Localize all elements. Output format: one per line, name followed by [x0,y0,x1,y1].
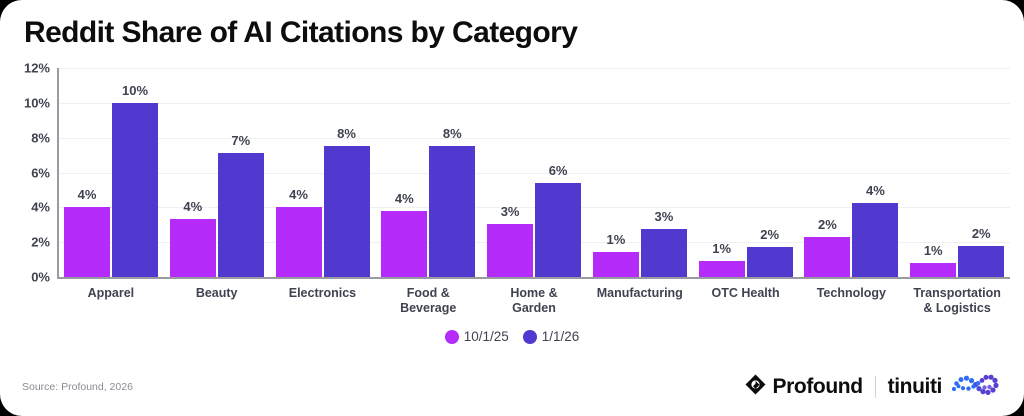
y-axis-tick-label: 6% [31,165,50,180]
tinuiti-infinity-dots-icon [948,371,1006,403]
bar-group: 3% 6% [481,68,587,277]
source-note: Source: Profound, 2026 [22,381,133,393]
y-axis-tick-label: 0% [31,269,50,285]
brand-divider [874,376,876,398]
gridline [58,68,1010,69]
bar[interactable] [535,182,582,277]
legend-color-dot [522,329,537,344]
bar-value-label: 7% [231,133,251,149]
bar[interactable] [698,261,745,277]
bar-value-label: 8% [337,126,356,142]
bar-value-label: 4% [183,198,203,214]
bar-group: 4% 10% [58,68,164,277]
legend: 10/1/25 1/1/26 [0,329,1024,344]
bar-value-label: 3% [500,203,520,219]
x-axis-category-label: OTC Health [711,286,780,300]
x-axis-category-label: Apparel [87,286,135,300]
gridline [58,102,1010,104]
tinuiti-wordmark: tinuiti [887,375,943,398]
bar-value-label: 4% [289,187,308,203]
bar-value-label: 1% [606,231,626,247]
bar[interactable] [429,146,476,277]
bar-value-label: 8% [442,126,462,142]
bar-group: 1% 3% [587,68,693,277]
bar-value-label: 6% [548,162,568,178]
gridline [58,207,1010,209]
y-axis-tick-label: 8% [31,130,50,146]
bar[interactable] [852,202,899,277]
x-axis-category-label: Transportation & Logistics [913,286,1001,315]
bar-value-label: 4% [394,190,414,206]
bar-value-label: 10% [121,82,149,98]
x-axis-category-label: Home & Garden [510,286,558,315]
bar-group: 4% 8% [375,68,481,277]
bar[interactable] [275,207,322,277]
x-axis-category-label: Manufacturing [596,286,683,300]
bar-group: 1% 2% [693,68,799,277]
gridline [58,172,1010,174]
bar[interactable] [910,263,957,277]
gridline [58,137,1010,139]
x-axis-category-label: Food & Beverage [400,286,457,315]
bar[interactable] [381,210,428,277]
bar-value-label: 1% [923,243,943,259]
x-axis-category-label: Beauty [195,286,238,300]
bar-value-label: 3% [654,209,674,225]
y-axis-tick-label: 10% [23,95,50,111]
bar-value-label: 1% [712,241,732,257]
legend-color-dot [444,329,459,344]
y-axis-tick-label: 12% [23,60,50,76]
profound-diamond-icon [744,373,767,401]
brand-row: Profound tinuiti [744,372,1006,402]
y-axis-line [57,68,59,278]
y-axis-tick-label: 4% [31,199,50,215]
x-axis-category-label: Technology [816,286,886,300]
x-axis-category-label: Electronics [288,286,357,300]
bar[interactable] [112,102,158,277]
bar[interactable] [804,236,851,277]
profound-logo: Profound [744,373,863,401]
bar[interactable] [746,246,793,277]
legend-item[interactable]: 1/1/26 [522,329,580,344]
bar-group: 1% 2% [904,68,1010,277]
profound-wordmark: Profound [772,375,864,398]
y-axis-tick-label: 2% [31,234,50,250]
bar[interactable] [640,229,687,277]
gridline [58,242,1010,244]
y-axis-tick-labels: 0% 2% 4% 6% 8% 10% 12% [0,0,50,416]
bar-group: 4% 8% [270,68,376,277]
x-axis-line [57,277,1010,279]
legend-item[interactable]: 10/1/25 [444,329,509,344]
legend-label: 10/1/25 [463,329,509,344]
legend-label: 1/1/26 [541,329,580,344]
bar-value-label: 4% [77,187,97,203]
bar-value-label: 4% [866,182,885,198]
bar-group: 4% 7% [164,68,270,277]
bar[interactable] [958,245,1005,277]
page-title: Reddit Share of AI Citations by Category [24,16,578,49]
bar-group: 2% 4% [798,68,904,277]
bar[interactable] [217,153,264,277]
bar[interactable] [64,207,110,277]
bar-value-label: 2% [818,216,837,232]
bar[interactable] [592,251,639,277]
tinuiti-logo: tinuiti [888,371,1006,403]
bar-value-label: 2% [760,226,780,242]
bar-value-label: 2% [971,225,991,241]
bar[interactable] [487,223,534,277]
bar[interactable] [323,146,370,277]
bar[interactable] [169,218,216,277]
